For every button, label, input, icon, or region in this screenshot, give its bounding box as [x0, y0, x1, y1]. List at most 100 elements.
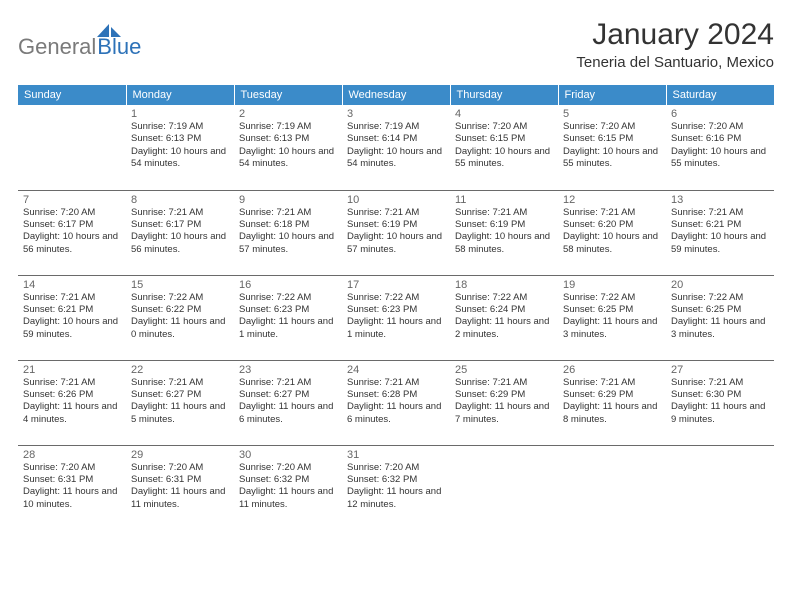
location: Teneria del Santuario, Mexico: [576, 54, 774, 71]
day-number: 13: [671, 194, 769, 206]
calendar-day-cell: 5Sunrise: 7:20 AMSunset: 6:15 PMDaylight…: [558, 105, 666, 190]
day-number: 12: [563, 194, 661, 206]
day-info: Sunrise: 7:19 AMSunset: 6:13 PMDaylight:…: [131, 121, 229, 170]
day-number: 14: [23, 279, 121, 291]
day-number: 29: [131, 449, 229, 461]
calendar-day-cell: 3Sunrise: 7:19 AMSunset: 6:14 PMDaylight…: [342, 105, 450, 190]
calendar-day-cell: 20Sunrise: 7:22 AMSunset: 6:25 PMDayligh…: [666, 275, 774, 360]
month-title: January 2024: [576, 18, 774, 52]
calendar-day-cell: 10Sunrise: 7:21 AMSunset: 6:19 PMDayligh…: [342, 190, 450, 275]
day-info: Sunrise: 7:21 AMSunset: 6:19 PMDaylight:…: [455, 207, 553, 256]
logo-text-gray: General: [18, 34, 96, 60]
calendar-day-cell: 25Sunrise: 7:21 AMSunset: 6:29 PMDayligh…: [450, 360, 558, 445]
weekday-header: Friday: [558, 85, 666, 105]
day-info: Sunrise: 7:20 AMSunset: 6:15 PMDaylight:…: [563, 121, 661, 170]
day-number: 27: [671, 364, 769, 376]
calendar-day-cell: 16Sunrise: 7:22 AMSunset: 6:23 PMDayligh…: [234, 275, 342, 360]
day-number: 24: [347, 364, 445, 376]
day-number: 30: [239, 449, 337, 461]
calendar-day-cell: 15Sunrise: 7:22 AMSunset: 6:22 PMDayligh…: [126, 275, 234, 360]
day-info: Sunrise: 7:19 AMSunset: 6:13 PMDaylight:…: [239, 121, 337, 170]
day-info: Sunrise: 7:20 AMSunset: 6:32 PMDaylight:…: [347, 462, 445, 511]
day-info: Sunrise: 7:21 AMSunset: 6:27 PMDaylight:…: [239, 377, 337, 426]
calendar-day-cell: [666, 445, 774, 530]
calendar-week-row: 7Sunrise: 7:20 AMSunset: 6:17 PMDaylight…: [18, 190, 774, 275]
weekday-header: Saturday: [666, 85, 774, 105]
weekday-header: Monday: [126, 85, 234, 105]
day-number: 16: [239, 279, 337, 291]
day-number: 4: [455, 108, 553, 120]
day-info: Sunrise: 7:22 AMSunset: 6:24 PMDaylight:…: [455, 292, 553, 341]
logo: GeneralBlue: [18, 24, 141, 60]
day-number: 21: [23, 364, 121, 376]
day-number: 20: [671, 279, 769, 291]
day-number: 22: [131, 364, 229, 376]
calendar-day-cell: 27Sunrise: 7:21 AMSunset: 6:30 PMDayligh…: [666, 360, 774, 445]
calendar-table: Sunday Monday Tuesday Wednesday Thursday…: [18, 85, 774, 530]
calendar-day-cell: 24Sunrise: 7:21 AMSunset: 6:28 PMDayligh…: [342, 360, 450, 445]
calendar-day-cell: 26Sunrise: 7:21 AMSunset: 6:29 PMDayligh…: [558, 360, 666, 445]
day-number: 28: [23, 449, 121, 461]
calendar-week-row: 1Sunrise: 7:19 AMSunset: 6:13 PMDaylight…: [18, 105, 774, 190]
day-number: 1: [131, 108, 229, 120]
day-number: 5: [563, 108, 661, 120]
day-info: Sunrise: 7:22 AMSunset: 6:22 PMDaylight:…: [131, 292, 229, 341]
calendar-week-row: 28Sunrise: 7:20 AMSunset: 6:31 PMDayligh…: [18, 445, 774, 530]
day-info: Sunrise: 7:22 AMSunset: 6:23 PMDaylight:…: [239, 292, 337, 341]
day-info: Sunrise: 7:21 AMSunset: 6:30 PMDaylight:…: [671, 377, 769, 426]
day-number: 8: [131, 194, 229, 206]
calendar-day-cell: 17Sunrise: 7:22 AMSunset: 6:23 PMDayligh…: [342, 275, 450, 360]
weekday-header: Thursday: [450, 85, 558, 105]
calendar-day-cell: 18Sunrise: 7:22 AMSunset: 6:24 PMDayligh…: [450, 275, 558, 360]
calendar-day-cell: 21Sunrise: 7:21 AMSunset: 6:26 PMDayligh…: [18, 360, 126, 445]
day-info: Sunrise: 7:20 AMSunset: 6:31 PMDaylight:…: [23, 462, 121, 511]
day-info: Sunrise: 7:21 AMSunset: 6:19 PMDaylight:…: [347, 207, 445, 256]
day-info: Sunrise: 7:21 AMSunset: 6:21 PMDaylight:…: [671, 207, 769, 256]
day-info: Sunrise: 7:19 AMSunset: 6:14 PMDaylight:…: [347, 121, 445, 170]
day-info: Sunrise: 7:20 AMSunset: 6:32 PMDaylight:…: [239, 462, 337, 511]
day-number: 3: [347, 108, 445, 120]
day-number: 2: [239, 108, 337, 120]
day-info: Sunrise: 7:21 AMSunset: 6:29 PMDaylight:…: [455, 377, 553, 426]
day-number: 15: [131, 279, 229, 291]
calendar-day-cell: 13Sunrise: 7:21 AMSunset: 6:21 PMDayligh…: [666, 190, 774, 275]
day-info: Sunrise: 7:20 AMSunset: 6:31 PMDaylight:…: [131, 462, 229, 511]
calendar-day-cell: 31Sunrise: 7:20 AMSunset: 6:32 PMDayligh…: [342, 445, 450, 530]
calendar-day-cell: 19Sunrise: 7:22 AMSunset: 6:25 PMDayligh…: [558, 275, 666, 360]
header: GeneralBlue January 2024 Teneria del San…: [18, 18, 774, 71]
day-info: Sunrise: 7:20 AMSunset: 6:17 PMDaylight:…: [23, 207, 121, 256]
logo-text-blue: Blue: [97, 34, 141, 60]
day-number: 26: [563, 364, 661, 376]
day-info: Sunrise: 7:22 AMSunset: 6:25 PMDaylight:…: [671, 292, 769, 341]
day-number: 17: [347, 279, 445, 291]
day-number: 6: [671, 108, 769, 120]
day-info: Sunrise: 7:21 AMSunset: 6:26 PMDaylight:…: [23, 377, 121, 426]
day-number: 11: [455, 194, 553, 206]
calendar-week-row: 21Sunrise: 7:21 AMSunset: 6:26 PMDayligh…: [18, 360, 774, 445]
calendar-day-cell: 4Sunrise: 7:20 AMSunset: 6:15 PMDaylight…: [450, 105, 558, 190]
calendar-day-cell: 6Sunrise: 7:20 AMSunset: 6:16 PMDaylight…: [666, 105, 774, 190]
day-number: 23: [239, 364, 337, 376]
calendar-day-cell: 7Sunrise: 7:20 AMSunset: 6:17 PMDaylight…: [18, 190, 126, 275]
day-number: 9: [239, 194, 337, 206]
calendar-week-row: 14Sunrise: 7:21 AMSunset: 6:21 PMDayligh…: [18, 275, 774, 360]
day-number: 31: [347, 449, 445, 461]
day-number: 19: [563, 279, 661, 291]
calendar-day-cell: 30Sunrise: 7:20 AMSunset: 6:32 PMDayligh…: [234, 445, 342, 530]
calendar-day-cell: [18, 105, 126, 190]
day-info: Sunrise: 7:21 AMSunset: 6:27 PMDaylight:…: [131, 377, 229, 426]
day-info: Sunrise: 7:21 AMSunset: 6:28 PMDaylight:…: [347, 377, 445, 426]
weekday-header: Sunday: [18, 85, 126, 105]
day-info: Sunrise: 7:21 AMSunset: 6:20 PMDaylight:…: [563, 207, 661, 256]
calendar-day-cell: 1Sunrise: 7:19 AMSunset: 6:13 PMDaylight…: [126, 105, 234, 190]
day-info: Sunrise: 7:22 AMSunset: 6:25 PMDaylight:…: [563, 292, 661, 341]
day-number: 10: [347, 194, 445, 206]
calendar-day-cell: 22Sunrise: 7:21 AMSunset: 6:27 PMDayligh…: [126, 360, 234, 445]
day-info: Sunrise: 7:21 AMSunset: 6:21 PMDaylight:…: [23, 292, 121, 341]
day-info: Sunrise: 7:21 AMSunset: 6:17 PMDaylight:…: [131, 207, 229, 256]
calendar-day-cell: 2Sunrise: 7:19 AMSunset: 6:13 PMDaylight…: [234, 105, 342, 190]
calendar-day-cell: 23Sunrise: 7:21 AMSunset: 6:27 PMDayligh…: [234, 360, 342, 445]
day-info: Sunrise: 7:22 AMSunset: 6:23 PMDaylight:…: [347, 292, 445, 341]
weekday-header: Tuesday: [234, 85, 342, 105]
day-number: 25: [455, 364, 553, 376]
